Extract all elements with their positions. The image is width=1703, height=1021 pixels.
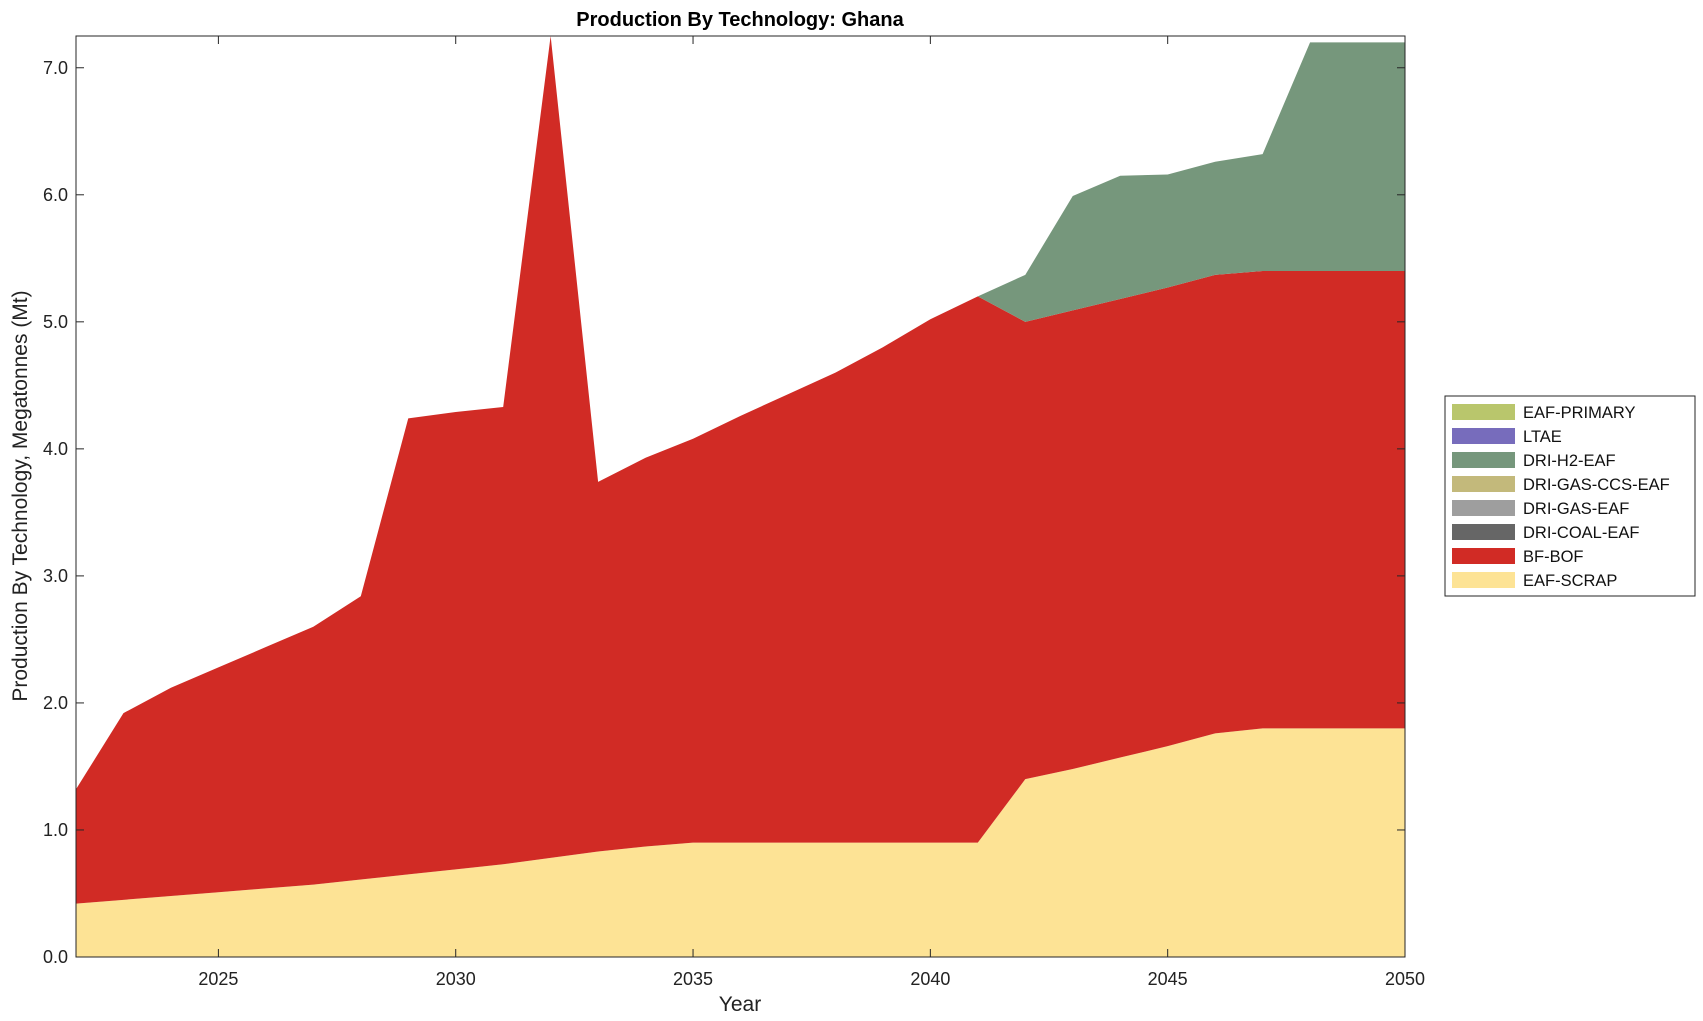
plot-frame: [75, 35, 1406, 958]
legend: EAF-PRIMARY LTAE DRI-H2-EAF DRI-GAS-CCS-EAF…: [1444, 395, 1696, 597]
chart-title: Production By Technology: Ghana: [576, 9, 904, 31]
legend-label: EAF-PRIMARY: [1523, 404, 1635, 422]
x-tick-label: 2030: [436, 969, 476, 989]
legend-label: DRI-H2-EAF: [1523, 452, 1616, 470]
legend-item-eaf-scrap: EAF-SCRAP: [1452, 572, 1617, 590]
legend-swatch: [1452, 428, 1515, 444]
legend-label: EAF-SCRAP: [1523, 572, 1617, 590]
x-tick-label: 2045: [1148, 969, 1188, 989]
legend-label: LTAE: [1523, 428, 1562, 446]
area-dri-h2-eaf: [76, 36, 1405, 790]
legend-item-eaf-primary: EAF-PRIMARY: [1452, 404, 1635, 422]
y-tick-label: 2.0: [43, 693, 68, 713]
y-tick-label: 5.0: [43, 312, 68, 332]
legend-item-dri-gas-ccs-eaf: DRI-GAS-CCS-EAF: [1452, 476, 1670, 494]
legend-label: DRI-GAS-EAF: [1523, 500, 1629, 518]
legend-item-dri-h2-eaf: DRI-H2-EAF: [1452, 452, 1616, 470]
x-tick-label: 2035: [673, 969, 713, 989]
legend-label: DRI-COAL-EAF: [1523, 524, 1639, 542]
legend-label: BF-BOF: [1523, 548, 1584, 566]
legend-item-dri-gas-eaf: DRI-GAS-EAF: [1452, 500, 1629, 518]
legend-box: [1444, 395, 1696, 597]
area-bf-bof: [76, 36, 1405, 904]
area-eaf-scrap: [76, 728, 1405, 957]
legend-swatch: [1452, 476, 1515, 492]
x-axis-label: Year: [719, 993, 761, 1016]
y-tick-label: 3.0: [43, 566, 68, 586]
axis-ticks: 2025 2030 2035 2040 2045 2050 0.0 1.0 2.0 3.0 4.0 5…: [43, 36, 1425, 989]
y-tick-label: 1.0: [43, 820, 68, 840]
x-tick-label: 2050: [1385, 969, 1425, 989]
legend-swatch: [1452, 500, 1515, 516]
legend-label: DRI-GAS-CCS-EAF: [1523, 476, 1670, 494]
y-tick-label: 6.0: [43, 185, 68, 205]
legend-item-dri-coal-eaf: DRI-COAL-EAF: [1452, 524, 1639, 542]
legend-swatch: [1452, 404, 1515, 420]
legend-swatch: [1452, 572, 1515, 588]
legend-swatch: [1452, 524, 1515, 540]
y-axis-label: Production By Technology, Megatonnes (Mt…: [9, 290, 32, 701]
legend-swatch: [1452, 548, 1515, 564]
legend-item-ltae: LTAE: [1452, 428, 1562, 446]
x-tick-label: 2025: [198, 969, 238, 989]
area-series-group: [76, 36, 1405, 957]
y-tick-label: 0.0: [43, 947, 68, 967]
y-tick-label: 4.0: [43, 439, 68, 459]
x-tick-label: 2040: [910, 969, 950, 989]
legend-item-bf-bof: BF-BOF: [1452, 548, 1584, 566]
legend-swatch: [1452, 452, 1515, 468]
y-tick-label: 7.0: [43, 58, 68, 78]
